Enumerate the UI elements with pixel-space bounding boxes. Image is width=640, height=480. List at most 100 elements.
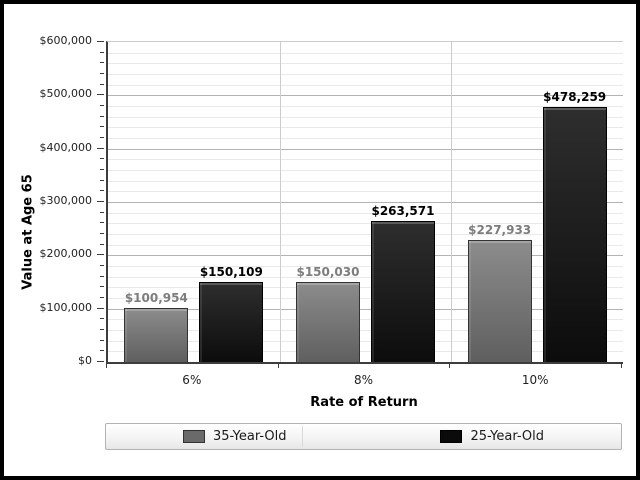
bar-25-year-old — [199, 282, 264, 362]
bar-wrapper: $150,109 — [199, 265, 264, 362]
gridline-minor — [108, 276, 623, 278]
y-major-tick — [97, 147, 104, 149]
gridline-minor — [108, 266, 623, 267]
y-tick-label: $100,000 — [39, 300, 93, 314]
legend-item: 35-Year-Old — [106, 429, 364, 444]
bar-wrapper: $100,954 — [124, 291, 189, 362]
y-minor-tick — [100, 297, 104, 298]
legend-divider — [301, 426, 303, 447]
bar-35-year-old — [467, 240, 532, 362]
x-tick-label: 6% — [182, 373, 202, 387]
gridline-minor — [108, 116, 623, 118]
bar-value-label: $478,259 — [543, 90, 607, 104]
y-minor-tick — [100, 83, 104, 85]
x-tick-label: 8% — [353, 373, 374, 387]
bar-group: $100,954 $150,109 — [108, 42, 280, 362]
y-minor-tick — [100, 222, 104, 224]
bar-value-label: $100,954 — [124, 291, 188, 305]
y-tick-label: $200,000 — [39, 247, 93, 261]
x-boundary-tick — [449, 363, 451, 368]
y-minor-tick — [100, 339, 104, 341]
gridline-minor — [108, 84, 623, 86]
bar-25-year-old — [370, 221, 435, 362]
legend-item: 25-Year-Old — [364, 429, 622, 444]
gridline-minor — [108, 180, 623, 182]
y-tick-label: $500,000 — [39, 87, 93, 101]
bar-value-label: $150,109 — [199, 265, 263, 279]
legend: 35-Year-Old 25-Year-Old — [105, 423, 622, 450]
y-major-tick — [97, 201, 104, 202]
y-major-tick — [97, 254, 104, 256]
gridline-minor — [108, 191, 623, 193]
y-tick-label: $0 — [78, 354, 92, 367]
y-tick-label: $600,000 — [39, 34, 93, 47]
gridline-minor — [108, 340, 623, 342]
gridline-minor — [108, 330, 623, 331]
bar-group: $227,933 $478,259 — [451, 42, 623, 362]
gridline-minor — [108, 298, 623, 299]
gridline-minor — [108, 287, 623, 289]
y-minor-tick — [100, 73, 104, 74]
y-minor-tick — [100, 286, 104, 288]
gridline-major — [108, 202, 623, 203]
bar-25-year-old — [542, 107, 607, 362]
y-major-tick — [97, 307, 104, 309]
bar-group: $150,030 $263,571 — [280, 42, 452, 362]
category-divider — [451, 42, 453, 362]
gridline-major — [108, 148, 623, 150]
y-minor-tick — [100, 265, 104, 266]
gridline-minor — [108, 170, 623, 171]
gridline-major — [108, 308, 623, 310]
x-boundary-tick — [106, 363, 107, 368]
y-minor-tick — [100, 275, 104, 277]
x-axis-title: Rate of Return — [310, 395, 418, 410]
bar-35-year-old — [295, 282, 360, 362]
y-minor-tick — [100, 329, 104, 330]
y-axis-title: Value at Age 65 — [20, 174, 36, 290]
y-minor-tick — [100, 137, 104, 138]
gridline-minor — [108, 351, 623, 353]
y-minor-tick — [100, 233, 104, 234]
category-divider — [279, 42, 281, 362]
y-minor-tick — [100, 318, 104, 320]
gridline-minor — [108, 159, 623, 161]
bar-value-label: $263,571 — [371, 204, 435, 218]
bar-value-label: $150,030 — [296, 265, 360, 279]
y-minor-tick — [100, 179, 104, 181]
bar-35-year-old — [124, 308, 189, 362]
y-major-tick — [97, 41, 104, 42]
gridline-minor — [108, 212, 623, 214]
gridline-minor — [108, 74, 623, 75]
y-tick-label: $300,000 — [39, 194, 93, 207]
y-minor-tick — [100, 62, 104, 64]
gridline-minor — [108, 52, 623, 54]
y-minor-tick — [100, 243, 104, 245]
gridline-minor — [108, 223, 623, 225]
gridline-minor — [108, 234, 623, 235]
bar-value-label: $227,933 — [468, 223, 532, 237]
gridline-major — [108, 95, 623, 97]
gridline-major — [108, 255, 623, 257]
y-minor-tick — [100, 350, 104, 352]
bar-wrapper: $478,259 — [542, 90, 607, 362]
chart-canvas: Value at Age 65 $0 $100,000 $200,000 $300,0… — [4, 4, 636, 476]
gridline-minor — [108, 63, 623, 65]
legend-swatch — [440, 430, 463, 443]
y-minor-tick — [100, 126, 104, 128]
legend-label: 25-Year-Old — [470, 429, 545, 444]
x-boundary-tick — [621, 363, 622, 368]
y-minor-tick — [100, 169, 104, 170]
y-minor-tick — [100, 211, 104, 213]
legend-swatch — [182, 430, 205, 443]
y-minor-tick — [100, 115, 104, 117]
x-boundary-tick — [277, 363, 279, 368]
bar-wrapper: $150,030 — [295, 265, 360, 362]
y-minor-tick — [100, 105, 104, 106]
gridline-minor — [108, 106, 623, 107]
x-tick-label: 10% — [521, 373, 549, 387]
y-minor-tick — [100, 190, 104, 192]
gridline-minor — [108, 127, 623, 129]
legend-label: 35-Year-Old — [212, 429, 287, 444]
y-minor-tick — [100, 51, 104, 53]
y-major-tick — [97, 361, 104, 362]
